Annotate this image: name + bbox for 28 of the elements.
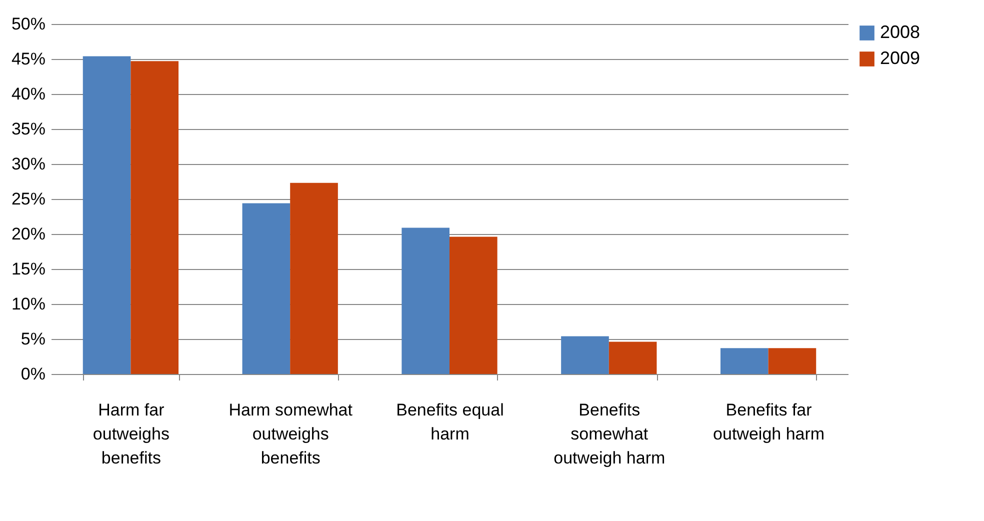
bar [608, 342, 657, 374]
y-tick-label: 5% [20, 330, 46, 348]
bar [130, 61, 179, 374]
bar [290, 182, 338, 374]
bar [402, 228, 450, 374]
y-tick-label: 10% [11, 294, 46, 314]
bar [82, 56, 131, 374]
bar [242, 203, 290, 374]
legend-label: 2008 [880, 22, 920, 42]
y-tick-label: 0% [20, 364, 46, 384]
bar [768, 348, 816, 374]
y-tick-label: 25% [11, 190, 46, 208]
x-tick-label: Harm far outweighs benefits [92, 400, 170, 468]
x-tick-label: Benefits equal harm [396, 400, 504, 444]
y-tick-label: 15% [11, 260, 46, 278]
legend-label: 2009 [880, 48, 920, 68]
y-tick-label: 45% [11, 50, 46, 68]
x-tick-label: Harm somewhat outweighs benefits [228, 400, 353, 468]
y-tick-label: 35% [11, 120, 46, 138]
x-tick-label: Benefits somewhat outweigh harm [554, 400, 666, 468]
x-tick-label: Benefits far outweigh harm [713, 400, 825, 444]
y-tick-label: 20% [11, 224, 46, 244]
bar [561, 336, 609, 374]
y-tick-label: 40% [11, 84, 46, 104]
bar [720, 348, 768, 374]
y-tick-label: 30% [11, 154, 46, 174]
y-tick-label: 50% [11, 14, 46, 34]
bar [450, 236, 498, 374]
